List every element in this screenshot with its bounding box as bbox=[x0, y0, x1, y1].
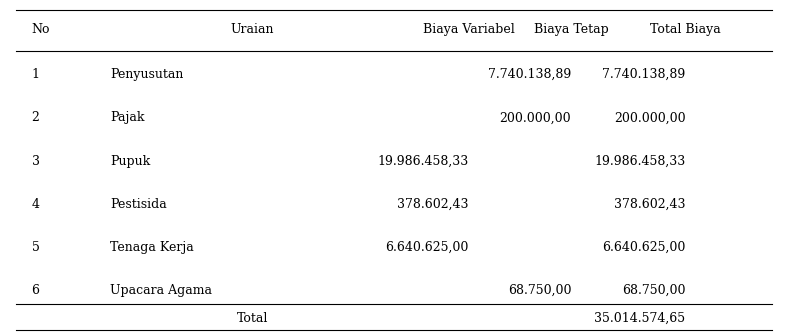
Text: 378.602,43: 378.602,43 bbox=[614, 198, 686, 211]
Text: 4: 4 bbox=[32, 198, 39, 211]
Text: 2: 2 bbox=[32, 111, 39, 124]
Text: 6.640.625,00: 6.640.625,00 bbox=[602, 241, 686, 254]
Text: Upacara Agama: Upacara Agama bbox=[110, 284, 212, 297]
Text: 378.602,43: 378.602,43 bbox=[397, 198, 469, 211]
Text: Tenaga Kerja: Tenaga Kerja bbox=[110, 241, 194, 254]
Text: Total Biaya: Total Biaya bbox=[650, 23, 721, 37]
Text: Pajak: Pajak bbox=[110, 111, 145, 124]
Text: 68.750,00: 68.750,00 bbox=[507, 284, 571, 297]
Text: 200.000,00: 200.000,00 bbox=[500, 111, 571, 124]
Text: Uraian: Uraian bbox=[230, 23, 274, 37]
Text: Biaya Tetap: Biaya Tetap bbox=[534, 23, 608, 37]
Text: 19.986.458,33: 19.986.458,33 bbox=[377, 154, 469, 168]
Text: 3: 3 bbox=[32, 154, 39, 168]
Text: 7.740.138,89: 7.740.138,89 bbox=[602, 68, 686, 81]
Text: 68.750,00: 68.750,00 bbox=[622, 284, 686, 297]
Text: 6.640.625,00: 6.640.625,00 bbox=[385, 241, 469, 254]
Text: 5: 5 bbox=[32, 241, 39, 254]
Text: 1: 1 bbox=[32, 68, 39, 81]
Text: 19.986.458,33: 19.986.458,33 bbox=[594, 154, 686, 168]
Text: 35.014.574,65: 35.014.574,65 bbox=[594, 312, 686, 325]
Text: Pestisida: Pestisida bbox=[110, 198, 167, 211]
Text: 6: 6 bbox=[32, 284, 39, 297]
Text: 200.000,00: 200.000,00 bbox=[614, 111, 686, 124]
Text: Pupuk: Pupuk bbox=[110, 154, 151, 168]
Text: Total: Total bbox=[236, 312, 268, 325]
Text: Biaya Variabel: Biaya Variabel bbox=[423, 23, 515, 37]
Text: No: No bbox=[32, 23, 50, 37]
Text: 7.740.138,89: 7.740.138,89 bbox=[488, 68, 571, 81]
Text: Penyusutan: Penyusutan bbox=[110, 68, 184, 81]
